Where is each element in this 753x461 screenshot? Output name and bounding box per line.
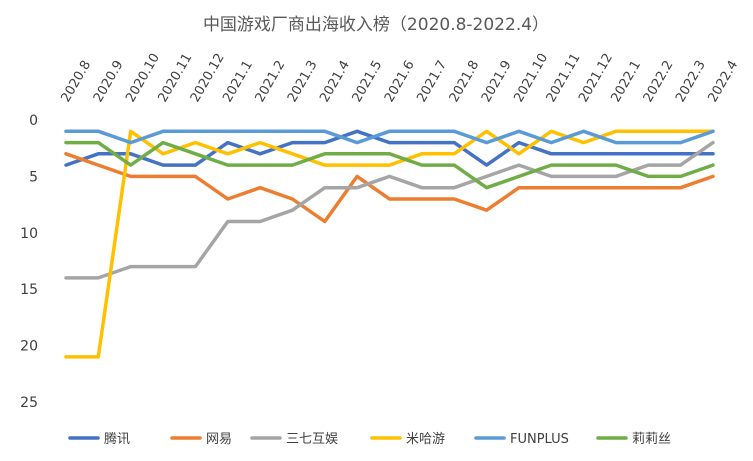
x-tick-label: 2021.2 <box>253 58 289 105</box>
x-tick-label: 2020.9 <box>91 58 127 105</box>
series-line <box>64 140 715 280</box>
x-tick-label: 2021.7 <box>414 58 450 105</box>
legend-label: 米哈游 <box>406 432 445 447</box>
y-tick-label: 20 <box>20 339 38 355</box>
x-tick-label: 2022.3 <box>673 58 709 105</box>
y-tick-label: 0 <box>29 113 38 129</box>
legend-label: 莉莉丝 <box>632 432 671 447</box>
x-tick-label: 2021.1 <box>220 58 256 105</box>
x-tick-label: 2022.2 <box>641 58 677 105</box>
x-tick-label: 2021.6 <box>382 58 418 105</box>
legend: 腾讯 网易 三七互娱 米哈游 FUNPLUS 莉莉丝 <box>68 431 671 447</box>
x-axis-ticks: 2020.82020.92020.102020.112020.122021.12… <box>58 51 741 105</box>
series-lines <box>64 129 715 359</box>
series-line <box>64 129 715 359</box>
legend-label: 网易 <box>206 432 232 447</box>
x-tick-label: 2021.9 <box>479 58 515 105</box>
x-tick-label: 2021.5 <box>350 58 386 105</box>
y-axis-ticks: 0 5 10 15 20 25 <box>20 113 38 411</box>
legend-label: 三七互娱 <box>286 432 338 447</box>
x-tick-label: 2021.4 <box>317 58 353 105</box>
series-line <box>64 152 715 224</box>
legend-label: 腾讯 <box>104 431 130 447</box>
series-line <box>64 129 715 145</box>
x-tick-label: 2022.4 <box>705 58 741 105</box>
y-tick-label: 15 <box>20 282 38 298</box>
x-tick-label: 2020.8 <box>58 58 94 105</box>
legend-label: FUNPLUS <box>510 432 569 447</box>
y-tick-label: 10 <box>20 226 38 242</box>
y-tick-label: 5 <box>29 169 38 185</box>
x-tick-label: 2022.1 <box>608 58 644 105</box>
chart-title: 中国游戏厂商出海收入榜（2020.8-2022.4） <box>203 15 549 35</box>
series-line <box>64 129 715 167</box>
series-line <box>64 140 715 190</box>
x-tick-label: 2021.3 <box>285 58 321 105</box>
x-tick-label: 2021.8 <box>447 58 483 105</box>
y-tick-label: 25 <box>20 395 38 411</box>
